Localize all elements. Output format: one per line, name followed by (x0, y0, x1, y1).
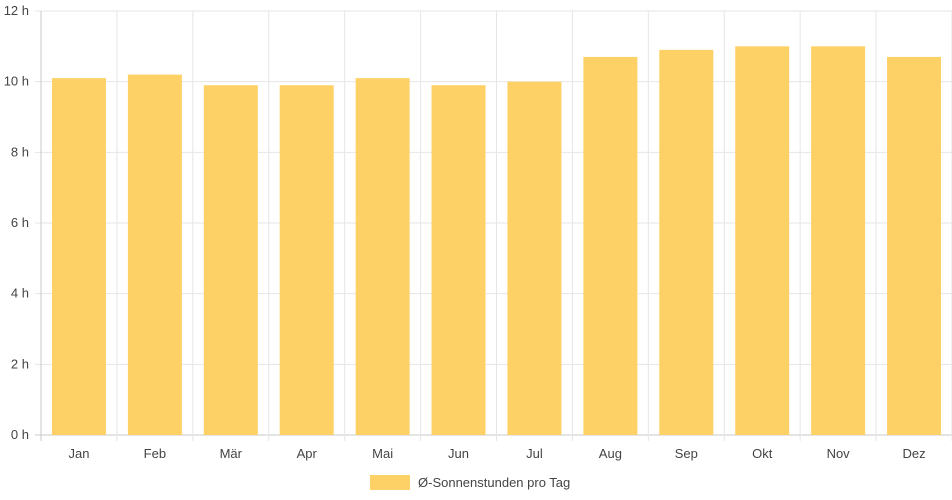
x-tick-label: Dez (902, 446, 925, 461)
bar-nov[interactable] (811, 46, 866, 435)
bar-mär[interactable] (203, 85, 258, 435)
bar-aug[interactable] (583, 56, 638, 435)
x-tick-label: Apr (297, 446, 318, 461)
x-tick-label: Mär (220, 446, 243, 461)
legend-swatch[interactable] (370, 475, 410, 490)
x-tick-label: Jul (526, 446, 543, 461)
bar-feb[interactable] (127, 74, 182, 435)
y-axis: 0 h 2 h 4 h 6 h 8 h 10 h 12 h (4, 3, 29, 442)
x-tick-label: Nov (827, 446, 851, 461)
bar-mai[interactable] (355, 78, 410, 435)
y-tick-label: 6 h (11, 215, 29, 230)
x-axis: Jan Feb Mär Apr Mai Jun Jul Aug Sep Okt Nov Dez (68, 446, 925, 461)
x-tick-label: Mai (372, 446, 393, 461)
x-tick-label: Feb (144, 446, 166, 461)
y-tick-label: 4 h (11, 286, 29, 301)
bar-apr[interactable] (279, 85, 334, 435)
y-tick-label: 10 h (4, 74, 29, 89)
x-tick-label: Jun (448, 446, 469, 461)
bar-jan[interactable] (51, 78, 106, 435)
bar-sep[interactable] (659, 49, 714, 435)
x-tick-label: Jan (68, 446, 89, 461)
y-tick-label: 0 h (11, 427, 29, 442)
y-tick-label: 2 h (11, 356, 29, 371)
legend[interactable]: Ø-Sonnenstunden pro Tag (370, 475, 570, 490)
x-tick-label: Aug (599, 446, 622, 461)
bars (51, 46, 942, 436)
legend-label[interactable]: Ø-Sonnenstunden pro Tag (418, 475, 570, 490)
bar-okt[interactable] (735, 46, 790, 435)
x-tick-label: Sep (675, 446, 698, 461)
x-tick-label: Okt (752, 446, 773, 461)
bar-jun[interactable] (431, 85, 486, 435)
y-tick-label: 12 h (4, 3, 29, 18)
y-tick-label: 8 h (11, 144, 29, 159)
grid-lines (35, 10, 952, 441)
bar-jul[interactable] (507, 81, 562, 436)
bar-dez[interactable] (887, 56, 942, 435)
